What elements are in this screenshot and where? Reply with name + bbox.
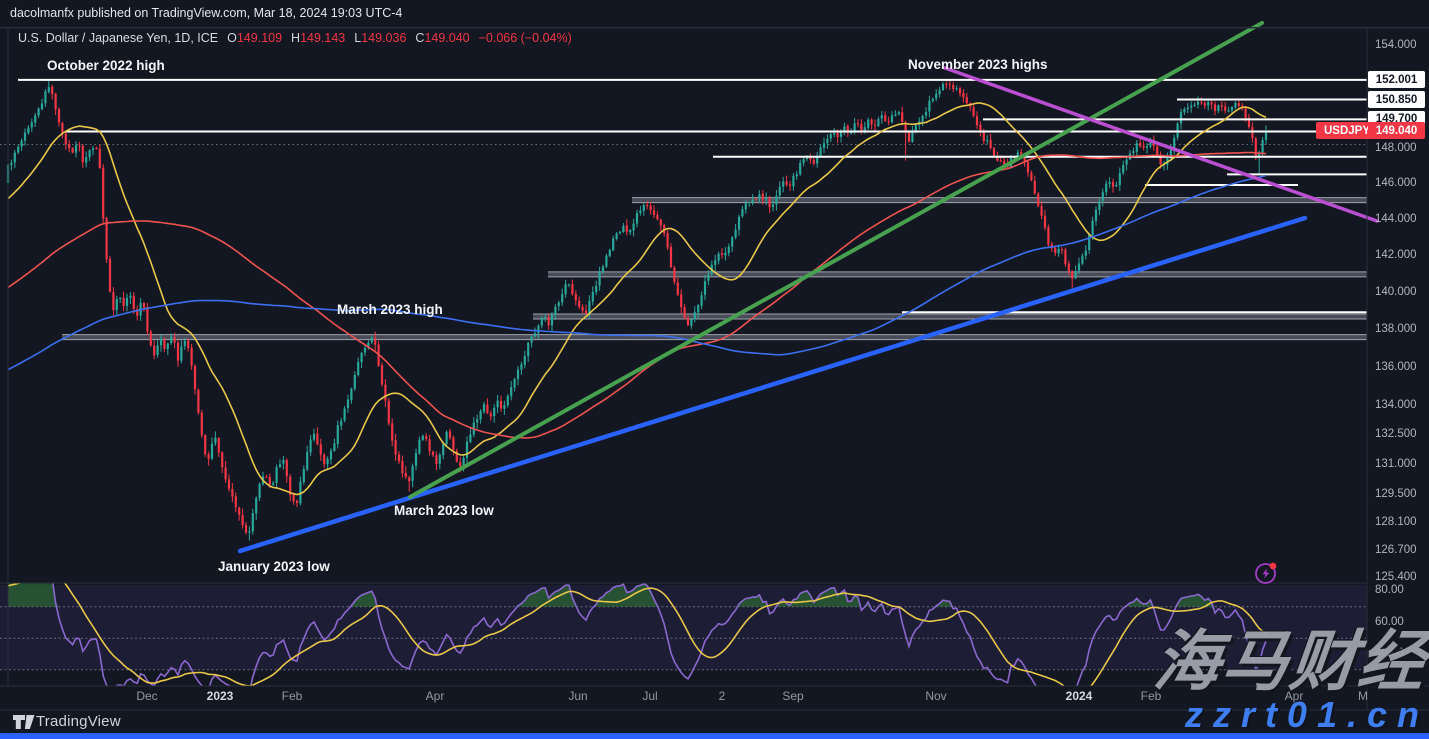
time-tick-label: Jun (568, 689, 588, 703)
horizontal-levels-layer (18, 78, 1367, 314)
rsi-tick-label: 60.00 (1375, 615, 1404, 628)
time-tick-label: 2 (718, 689, 726, 703)
price-level-badge: 152.001 (1368, 71, 1425, 89)
text-annotation[interactable]: October 2022 high (47, 58, 165, 73)
ohlc-field-value: 149.040 (424, 31, 470, 45)
tradingview-logo-icon[interactable] (13, 714, 35, 730)
moving-averages-layer (7, 102, 1267, 496)
symbol-title: U.S. Dollar / Japanese Yen, 1D, ICE (18, 31, 219, 45)
rsi-pane (0, 583, 1367, 686)
price-tick-label: 131.000 (1375, 457, 1417, 470)
time-tick-label: 2023 (206, 689, 234, 703)
price-tick-label: 125.400 (1375, 570, 1417, 583)
current-price-symbol-badge: USDJPY (1316, 122, 1379, 140)
symbol-legend[interactable]: U.S. Dollar / Japanese Yen, 1D, ICE O149.… (18, 31, 572, 47)
price-tick-label: 148.000 (1375, 141, 1417, 154)
ohlc-field-value: 149.109 (236, 31, 283, 45)
lightning-button[interactable] (1252, 559, 1280, 587)
rsi-tick-label: 40.00 (1375, 647, 1404, 659)
ohlc-field-label: O (227, 31, 237, 45)
bottom-accent-bar (0, 733, 1429, 739)
price-tick-label: 132.500 (1375, 428, 1417, 441)
price-level-badge: 150.850 (1368, 91, 1425, 108)
price-tick-label: 136.000 (1375, 360, 1417, 373)
price-tick-label: 129.500 (1375, 487, 1417, 500)
time-tick-label: Jul (642, 689, 658, 703)
time-tick-label: M (1358, 689, 1368, 703)
price-tick-label: 138.000 (1375, 323, 1417, 335)
ohlc-field-label: C (415, 31, 425, 45)
time-tick-label: Dec (136, 689, 158, 703)
time-tick-label: Apr (1284, 689, 1304, 703)
trend-lines-layer (237, 21, 1379, 554)
watermark-primary: 海马财经 (1150, 624, 1429, 698)
text-annotation[interactable]: January 2023 low (218, 559, 330, 574)
attribution-bar: dacolmanfx published on TradingView.com,… (0, 0, 1429, 27)
ohlc-field-value: 149.143 (300, 31, 346, 45)
change-value: −0.066 (−0.04%) (478, 31, 572, 45)
current-price-badge: 149.040 (1368, 122, 1425, 140)
ohlc-field-label: H (291, 31, 301, 45)
text-annotation[interactable]: March 2023 low (394, 503, 494, 518)
tradingview-brand-text[interactable]: TradingView (36, 713, 121, 730)
rsi-tick-label: 80.00 (1375, 584, 1404, 596)
watermark-secondary: zzrt01.cn (1184, 694, 1429, 735)
time-tick-label: Feb (1140, 689, 1162, 703)
text-annotation[interactable]: November 2023 highs (908, 57, 1048, 72)
price-tick-label: 140.000 (1375, 285, 1417, 298)
attribution-text: dacolmanfx published on TradingView.com,… (10, 6, 403, 20)
price-tick-label: 142.000 (1375, 249, 1417, 262)
price-tick-label: 128.100 (1375, 515, 1417, 528)
price-tick-label: 134.000 (1375, 399, 1417, 412)
time-tick-label: 2024 (1065, 689, 1093, 703)
candles-layer (6, 80, 1268, 541)
ohlc-field-label: L (354, 31, 362, 45)
time-tick-label: Nov (925, 689, 947, 703)
price-tick-label: 154.000 (1375, 39, 1417, 51)
price-tick-label: 146.000 (1375, 177, 1417, 190)
price-tick-label: 144.000 (1375, 212, 1417, 225)
price-tick-label: 126.700 (1375, 544, 1417, 557)
time-tick-label: Apr (425, 689, 445, 703)
footer: TradingView (0, 710, 1429, 733)
text-annotation[interactable]: March 2023 high (337, 302, 443, 317)
ohlc-field-value: 149.036 (361, 31, 407, 45)
time-tick-label: Sep (782, 689, 804, 703)
time-tick-label: Feb (281, 689, 303, 703)
lightning-icon (1255, 562, 1277, 584)
